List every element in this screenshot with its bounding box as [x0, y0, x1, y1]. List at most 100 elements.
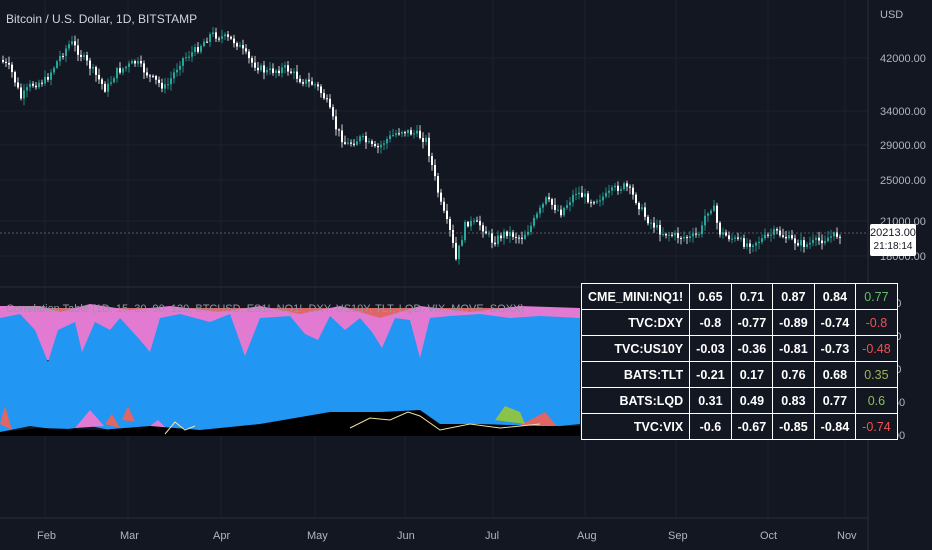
candle-body — [596, 200, 598, 203]
candle-body — [143, 63, 145, 73]
candle-body — [584, 193, 586, 197]
table-value: -0.81 — [772, 335, 815, 362]
candle-body — [800, 240, 802, 246]
price-axis-label: 29000.00 — [880, 140, 926, 152]
symbol-title[interactable]: Bitcoin / U.S. Dollar, 1D, BITSTAMP — [6, 12, 198, 26]
table-value: -0.8 — [689, 309, 732, 336]
candle-body — [140, 61, 142, 64]
candle-body — [719, 222, 721, 235]
candle-body — [707, 213, 709, 216]
candle-body — [533, 217, 535, 226]
candle-body — [791, 235, 793, 239]
candle-body — [185, 57, 187, 59]
candle-body — [281, 67, 283, 74]
candle-body — [104, 83, 106, 92]
candle-body — [332, 107, 334, 117]
time-axis-label: Mar — [120, 530, 139, 542]
candle-body — [377, 146, 379, 148]
candle-body — [515, 236, 517, 238]
candle-body — [431, 156, 433, 166]
table-current-value: -0.48 — [855, 335, 898, 362]
candle-body — [782, 235, 784, 237]
candle-body — [356, 141, 358, 145]
price-axis[interactable]: 42000.0034000.0029000.0025000.0021000.00… — [880, 53, 926, 263]
candle-body — [146, 72, 148, 76]
candle-body — [41, 82, 43, 84]
correlation-table: CME_MINI:NQ1! 0.65 0.71 0.87 0.84 0.77 TVC:DXY… — [580, 283, 898, 440]
candle-body — [77, 45, 79, 55]
candle-body — [797, 243, 799, 246]
candle-body — [284, 65, 286, 68]
candle-body — [236, 43, 238, 47]
candle-body — [716, 205, 718, 223]
candle-body — [26, 87, 28, 91]
time-axis[interactable]: Feb Mar Apr May Jun Jul Aug Sep Oct Nov — [37, 530, 857, 542]
candle-body — [248, 51, 250, 59]
candle-body — [671, 234, 673, 236]
candle-body — [824, 241, 826, 244]
candle-body — [92, 66, 94, 69]
candle-body — [290, 71, 292, 73]
candle-body — [644, 207, 646, 217]
candle-body — [620, 189, 622, 191]
candle-body — [11, 64, 13, 73]
time-axis-label: Jun — [397, 530, 415, 542]
candle-body — [617, 185, 619, 191]
table-value: -0.89 — [772, 309, 815, 336]
price-axis-label: 34000.00 — [880, 106, 926, 118]
candle-body — [557, 209, 559, 211]
candle-body — [656, 225, 658, 228]
candle-body — [212, 32, 214, 35]
candle-body — [32, 83, 34, 86]
table-value: -0.77 — [730, 309, 774, 336]
candle-body — [629, 186, 631, 188]
candle-body — [134, 61, 136, 64]
candle-body — [773, 229, 775, 235]
candle-body — [770, 234, 772, 236]
table-value: 0.68 — [813, 361, 857, 388]
candle-body — [815, 237, 817, 240]
candle-body — [323, 93, 325, 99]
table-current-value: -0.74 — [855, 413, 898, 440]
candle-body — [524, 234, 526, 239]
candle-body — [170, 78, 172, 85]
table-symbol: TVC:US10Y — [580, 335, 691, 362]
table-value: -0.67 — [730, 413, 774, 440]
candle-body — [14, 72, 16, 83]
candle-body — [398, 133, 400, 135]
candle-body — [29, 83, 31, 88]
table-value: 0.31 — [689, 387, 732, 414]
candle-body — [329, 98, 331, 108]
candle-body — [632, 187, 634, 195]
candle-body — [752, 245, 754, 247]
candle-body — [635, 194, 637, 203]
table-value: 0.49 — [730, 387, 774, 414]
candle-body — [491, 233, 493, 243]
candle-body — [674, 232, 676, 236]
candle-body — [380, 144, 382, 148]
candle-body — [35, 85, 37, 88]
candle-body — [161, 82, 163, 89]
time-axis-label: Jul — [485, 530, 499, 542]
candle-body — [116, 68, 118, 79]
time-axis-label: Aug — [577, 530, 597, 542]
candle-body — [269, 68, 271, 71]
candle-body — [416, 130, 418, 134]
candle-body — [698, 234, 700, 236]
table-value: 0.83 — [772, 387, 815, 414]
candle-body — [158, 79, 160, 83]
indicator-title[interactable]: Correlation Table (1D, 15, 30, 90, 120, … — [6, 303, 525, 315]
candle-body — [653, 222, 655, 228]
table-symbol: TVC:VIX — [580, 413, 691, 440]
candle-body — [335, 116, 337, 130]
candle-body — [836, 232, 838, 237]
table-value: -0.36 — [730, 335, 774, 362]
candle-body — [680, 237, 682, 239]
table-value: -0.21 — [689, 361, 732, 388]
time-axis-label: Feb — [37, 530, 56, 542]
candle-body — [347, 142, 349, 144]
candle-body — [326, 98, 328, 100]
candle-body — [215, 32, 217, 39]
candle-body — [302, 82, 304, 84]
